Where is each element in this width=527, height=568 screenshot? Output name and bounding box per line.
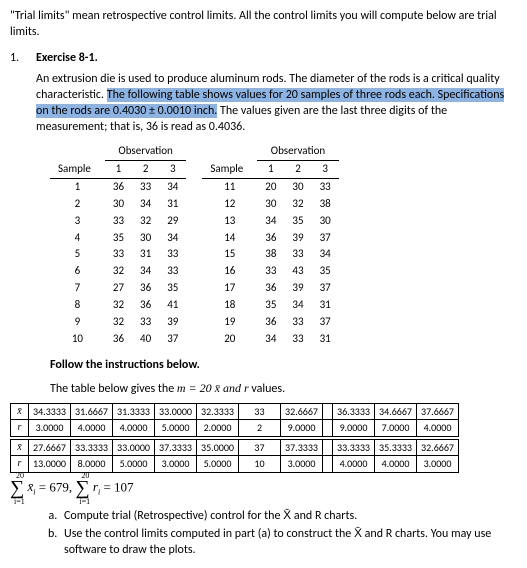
data-cell: 37.6667 (417, 403, 459, 420)
data-cell: 9.0000 (281, 420, 323, 437)
data-cell: 3.0000 (281, 456, 323, 473)
sample-num: 1 (50, 179, 105, 196)
sample-num: 9 (50, 314, 105, 331)
data-cell: 27.6667 (29, 439, 71, 456)
sample-num: 20 (202, 331, 257, 348)
xbar-label: x̄ (11, 439, 29, 456)
data-cell: 33.0000 (113, 439, 155, 456)
exercise-heading: 1. Exercise 8-1. (10, 50, 517, 66)
sample-num: 7 (50, 280, 105, 297)
data-cell: 32.6667 (281, 403, 323, 420)
data-cell: 13.0000 (29, 456, 71, 473)
sample-header-right: Sample (202, 161, 257, 179)
xbar-r-table-1: x̄34.333331.666731.333333.000032.3333333… (10, 403, 459, 437)
data-cell: 4.0000 (417, 420, 459, 437)
observation-table: Observation Observation Sample 1 2 3 Sam… (50, 143, 339, 347)
data-cell: 33.3333 (333, 439, 375, 456)
data-cell: 32.3333 (197, 403, 239, 420)
data-cell: 9.0000 (333, 420, 375, 437)
data-cell: 37.3333 (155, 439, 197, 456)
instructions-sub: The table below gives the m = 20 x̄ and … (50, 380, 517, 397)
data-cell: 4.0000 (333, 456, 375, 473)
obs-header-right: Observation (257, 143, 338, 160)
data-cell: 36.3333 (333, 403, 375, 420)
sample-num: 10 (50, 331, 105, 348)
sample-num: 16 (202, 263, 257, 280)
data-cell: 10 (239, 456, 281, 473)
xbar-label: x̄ (11, 403, 29, 420)
data-cell: 33.3333 (71, 439, 113, 456)
sample-num: 12 (202, 196, 257, 213)
data-cell: 2 (239, 420, 281, 437)
data-cell: 35.0000 (197, 439, 239, 456)
obs-header-left: Observation (105, 143, 186, 160)
exercise-description: An extrusion die is used to produce alum… (36, 71, 517, 136)
data-cell: 34.3333 (29, 403, 71, 420)
data-cell: 34.6667 (375, 403, 417, 420)
data-cell: 3.0000 (155, 456, 197, 473)
data-cell: 4.0000 (375, 456, 417, 473)
data-cell: 3.0000 (29, 420, 71, 437)
data-cell: 31.6667 (71, 403, 113, 420)
exercise-number: 1. (10, 50, 36, 66)
sample-num: 8 (50, 297, 105, 314)
exercise-title: Exercise 8-1. (36, 50, 517, 66)
sample-num: 11 (202, 179, 257, 196)
sample-num: 3 (50, 213, 105, 230)
data-cell: 32.6667 (417, 439, 459, 456)
data-cell: 5.0000 (113, 456, 155, 473)
xbar-r-table-2: x̄27.666733.333333.000037.333335.0000373… (10, 439, 459, 473)
sample-num: 6 (50, 263, 105, 280)
intro-text: "Trial limits" mean retrospective contro… (10, 8, 517, 40)
data-cell: 37 (239, 439, 281, 456)
sample-num: 17 (202, 280, 257, 297)
question-b: Use the control limits computed in part … (60, 526, 517, 558)
data-cell: 4.0000 (71, 420, 113, 437)
data-cell (323, 439, 333, 456)
sample-num: 18 (202, 297, 257, 314)
data-cell (323, 403, 333, 420)
r-label: r (11, 420, 29, 437)
data-cell: 2.0000 (197, 420, 239, 437)
instructions-heading: Follow the instructions below. (50, 357, 517, 373)
data-cell (323, 456, 333, 473)
data-cell: 37.3333 (281, 439, 323, 456)
sample-num: 19 (202, 314, 257, 331)
sample-num: 14 (202, 230, 257, 247)
data-cell: 5.0000 (155, 420, 197, 437)
data-cell (323, 420, 333, 437)
data-cell: 35.3333 (375, 439, 417, 456)
question-a: Compute trial (Retrospective) control fo… (60, 508, 517, 524)
data-cell: 31.3333 (113, 403, 155, 420)
sample-header-left: Sample (50, 161, 105, 179)
question-list: Compute trial (Retrospective) control fo… (60, 508, 517, 559)
sigma-expression: ∑20i=1 x̄i = 679, ∑20i=1 ri = 107 (10, 475, 517, 502)
data-cell: 33 (239, 403, 281, 420)
sample-num: 5 (50, 246, 105, 263)
data-cell: 33.0000 (155, 403, 197, 420)
data-cell: 8.0000 (71, 456, 113, 473)
sample-num: 4 (50, 230, 105, 247)
data-cell: 4.0000 (113, 420, 155, 437)
sample-num: 15 (202, 246, 257, 263)
sample-num: 13 (202, 213, 257, 230)
sample-num: 2 (50, 196, 105, 213)
data-cell: 3.0000 (417, 456, 459, 473)
data-cell: 5.0000 (197, 456, 239, 473)
data-cell: 7.0000 (375, 420, 417, 437)
